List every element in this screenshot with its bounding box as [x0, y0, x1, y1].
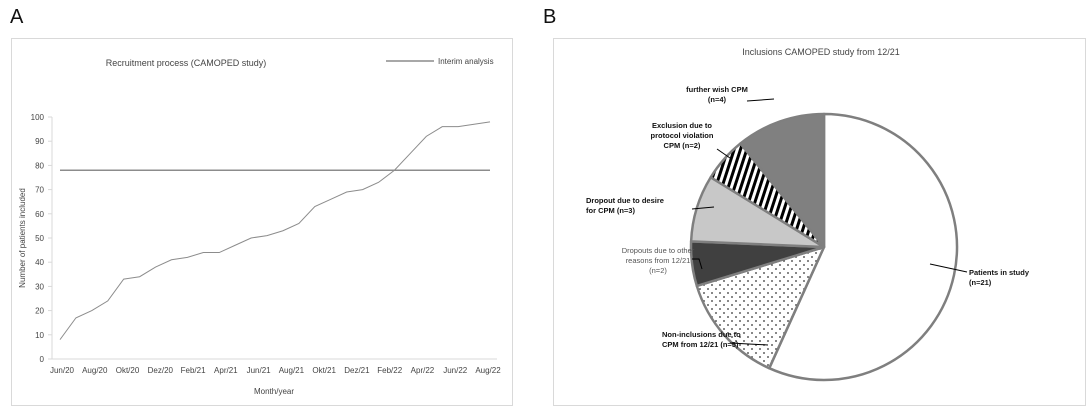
pie-chart-title: Inclusions CAMOPED study from 12/21 — [742, 47, 900, 57]
slice-patients-in-study — [767, 112, 959, 382]
slice-patients-in-study-label: Patients in study(n=21) — [929, 263, 1030, 287]
leader-line — [691, 206, 715, 210]
y-tick-label: 90 — [35, 137, 44, 146]
recruitment-line — [59, 121, 491, 340]
slice-further-wish-label: further wish CPM(n=4) — [686, 85, 775, 104]
x-ticks: Jun/20 Aug/20 Okt/20 Dez/20 Feb/21 Apr/21 Jun/… — [50, 366, 501, 375]
y-tick-label: 100 — [31, 113, 45, 122]
pie-label-line: (n=4) — [708, 95, 727, 104]
x-tick-label: Apr/22 — [411, 366, 435, 375]
y-tick-label: 80 — [35, 161, 44, 170]
line-chart-panel: Recruitment process (CAMOPED study) Inte… — [11, 38, 513, 406]
x-tick-label: Jun/22 — [443, 366, 468, 375]
series-layer — [59, 121, 491, 340]
x-tick-label: Aug/21 — [279, 366, 305, 375]
pie-label-line: further wish CPM — [686, 85, 748, 94]
y-tick-label: 50 — [35, 234, 44, 243]
y-tick-label: 20 — [35, 307, 44, 316]
legend: Interim analysis — [386, 57, 494, 66]
y-tick-label: 0 — [40, 355, 45, 364]
pie-label-line: Dropouts due to other — [622, 246, 695, 255]
pie-label-line: Non-inclusions due to — [662, 330, 741, 339]
x-tick-label: Feb/21 — [181, 366, 206, 375]
pie-labels: Patients in study(n=21) Non-inclusions du… — [586, 85, 1030, 349]
leader-line — [746, 98, 775, 102]
x-tick-label: Okt/20 — [116, 366, 140, 375]
x-axis-label: Month/year — [254, 387, 294, 396]
pie-label-line: Patients in study — [969, 268, 1030, 277]
axes — [51, 117, 497, 360]
pie-label-line: (n=2) — [649, 266, 667, 275]
panel-letter-a: A — [10, 6, 24, 28]
pie-label-line: Dropout due to desire — [586, 196, 664, 205]
x-tick-label: Feb/22 — [377, 366, 402, 375]
x-tick-label: Okt/21 — [312, 366, 336, 375]
slice-further-wish — [739, 112, 826, 249]
x-tick-label: Aug/20 — [82, 366, 108, 375]
x-tick-label: Aug/22 — [475, 366, 501, 375]
leader-line — [929, 263, 968, 273]
x-tick-label: Jun/20 — [50, 366, 75, 375]
panel-letter-b: B — [543, 6, 557, 28]
x-tick-label: Apr/21 — [214, 366, 238, 375]
y-tick-label: 60 — [35, 210, 44, 219]
x-tick-label: Dez/21 — [344, 366, 370, 375]
y-ticks: 0 10 20 30 40 50 60 70 80 90 100 — [31, 113, 52, 364]
pie-label-line: CPM (n=2) — [664, 141, 701, 150]
y-tick-label: 70 — [35, 186, 44, 195]
leader-line — [716, 148, 731, 159]
y-axis-label: Number of patients included — [18, 188, 27, 288]
line-chart: Recruitment process (CAMOPED study) Inte… — [18, 57, 501, 396]
x-tick-label: Dez/20 — [148, 366, 174, 375]
pie-label-line: reasons from 12/21 — [626, 256, 691, 265]
pie-chart-panel: Inclusions CAMOPED study from 12/21 Pati… — [553, 38, 1086, 406]
pie-label-line: CPM from 12/21 (n=5) — [662, 340, 739, 349]
y-tick-label: 30 — [35, 282, 44, 291]
y-tick-label: 10 — [35, 331, 44, 340]
leader-line — [729, 342, 769, 346]
x-tick-label: Jun/21 — [247, 366, 272, 375]
pie-label-line: Exclusion due to — [652, 121, 712, 130]
legend-label: Interim analysis — [438, 57, 494, 66]
y-tick-label: 40 — [35, 258, 44, 267]
leader-line — [692, 258, 703, 270]
pie-label-line: protocol violation — [651, 131, 714, 140]
line-chart-title: Recruitment process (CAMOPED study) — [106, 58, 267, 68]
pie-chart: Inclusions CAMOPED study from 12/21 Pati… — [586, 47, 1030, 382]
pie-label-line: for CPM (n=3) — [586, 206, 635, 215]
pie-slices — [689, 112, 959, 382]
pie-label-line: (n=21) — [969, 278, 992, 287]
